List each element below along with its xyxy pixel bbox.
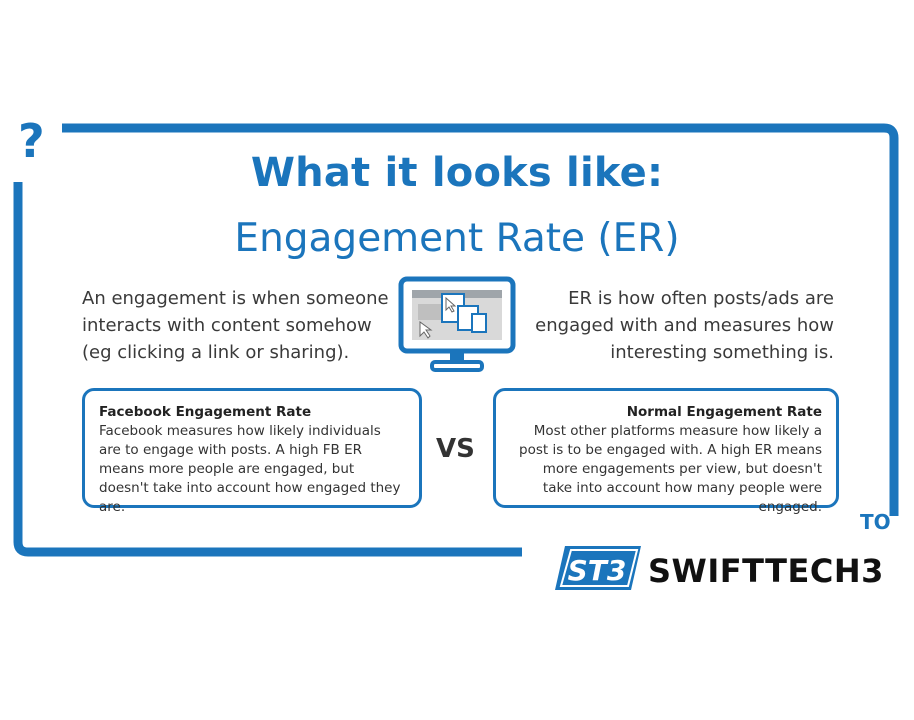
swifttech3-logo-icon: ST3 <box>553 544 643 592</box>
partial-corner-text: TO <box>860 510 891 534</box>
normal-card-title: Normal Engagement Rate <box>626 404 822 420</box>
er-definition: ER is how often posts/ads are engaged wi… <box>535 288 834 363</box>
engagement-definition: An engagement is when someone interacts … <box>82 288 389 363</box>
facebook-engagement-card: Facebook Engagement Rate Facebook measur… <box>82 388 422 515</box>
normal-engagement-card: Normal Engagement Rate Most other platfo… <box>493 388 839 515</box>
monitor-icon <box>398 276 516 376</box>
svg-text:ST3: ST3 <box>568 554 627 587</box>
infographic-frame <box>12 122 900 558</box>
page-subtitle: Engagement Rate (ER) <box>234 216 680 261</box>
facebook-card-title: Facebook Engagement Rate <box>99 404 312 420</box>
vs-label: VS <box>436 434 475 464</box>
page-title: What it looks like: <box>250 150 664 196</box>
brand-name: SWIFTTECH3 <box>648 552 884 590</box>
normal-card-body: Most other platforms measure how likely … <box>519 423 822 515</box>
facebook-card-body: Facebook measures how likely individuals… <box>99 423 401 515</box>
question-mark-icon: ? <box>18 114 45 168</box>
